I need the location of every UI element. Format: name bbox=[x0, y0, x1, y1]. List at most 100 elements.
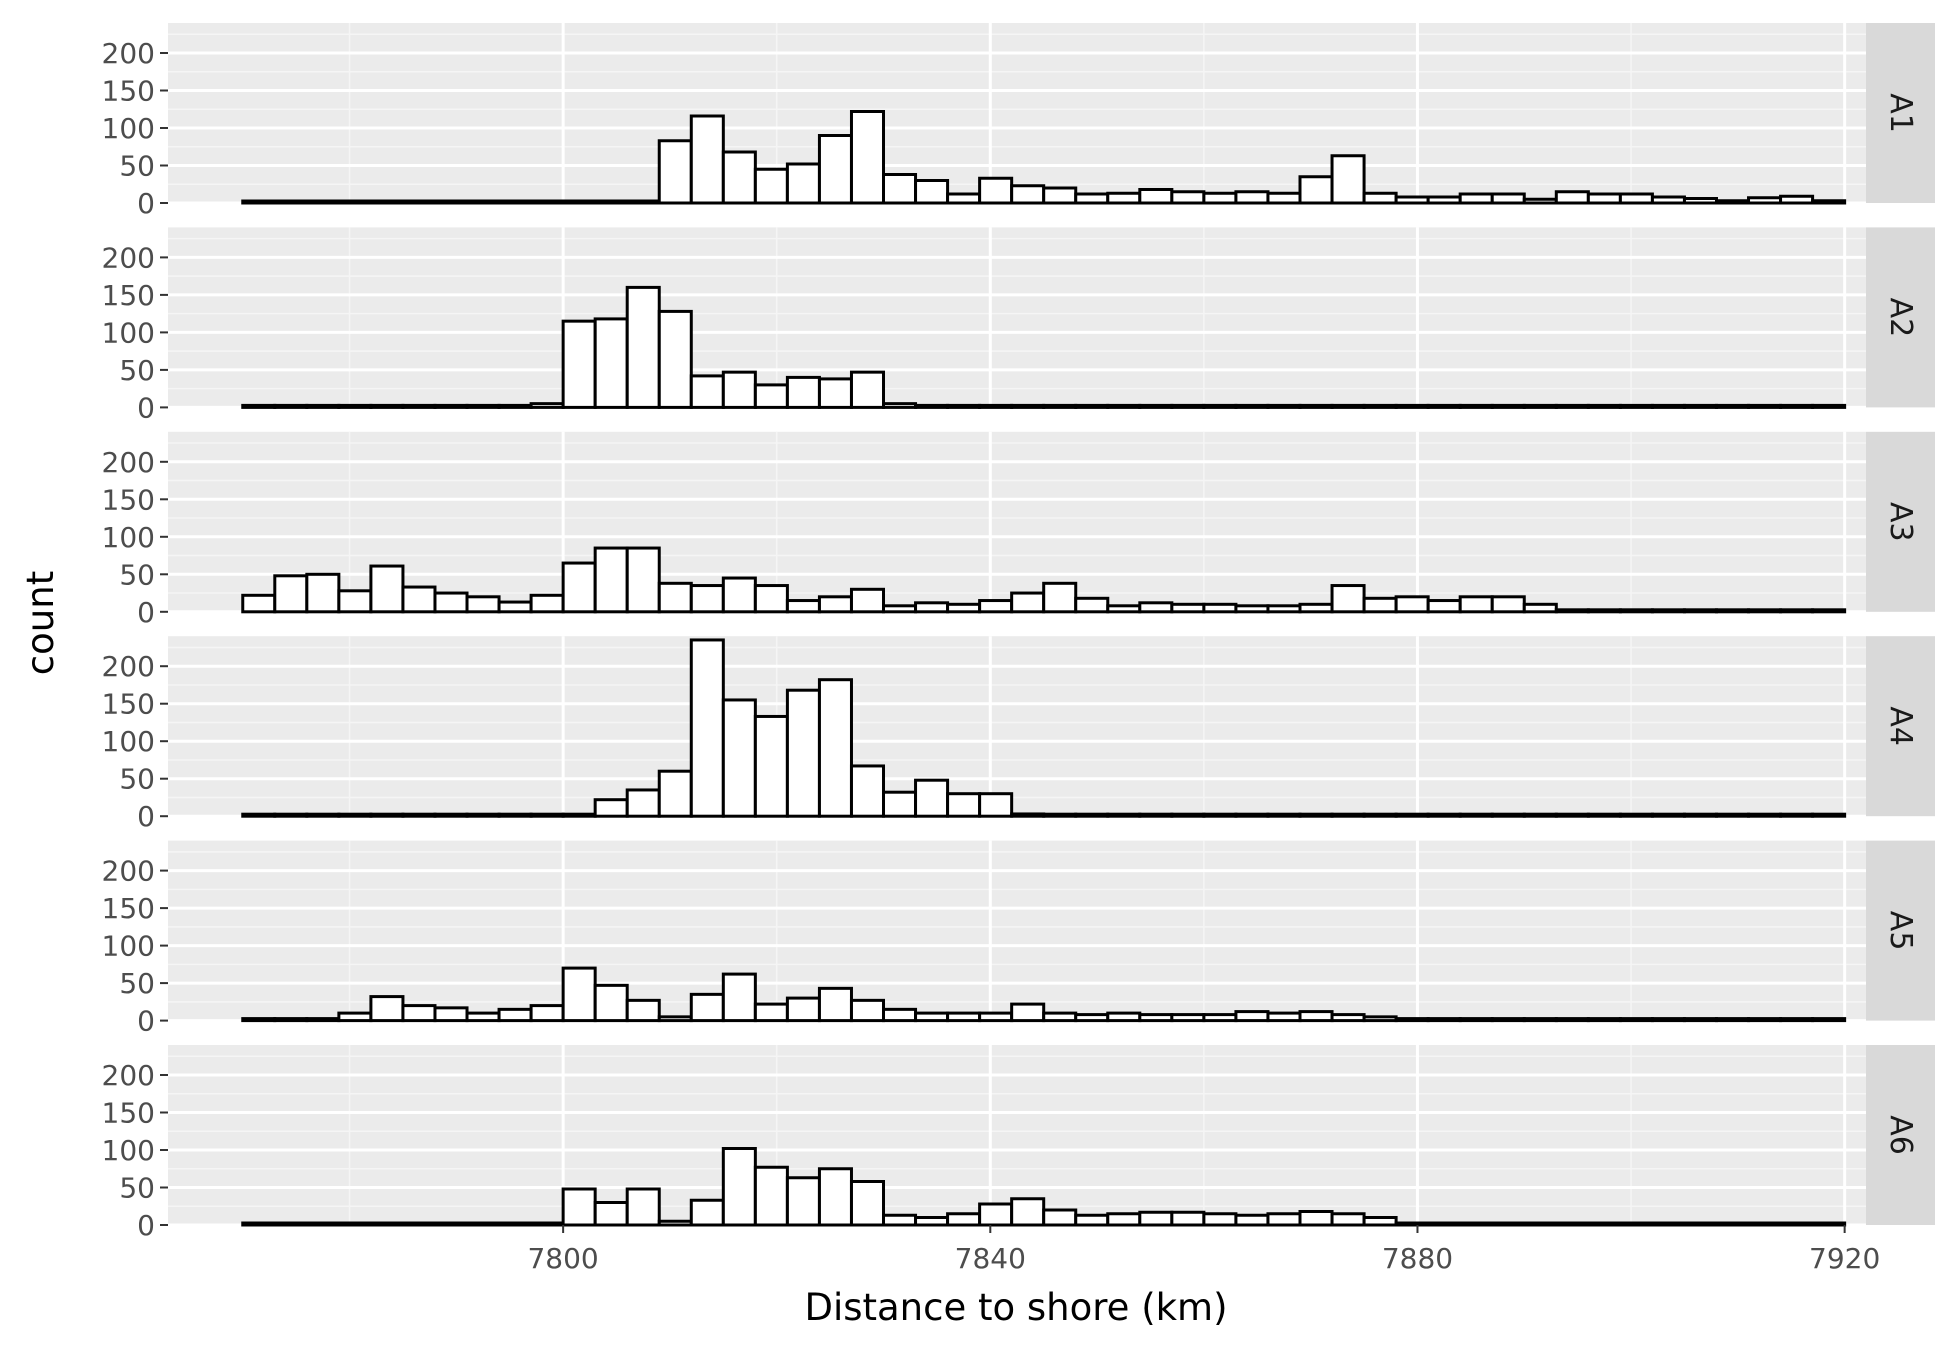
y-tick-label: 50 bbox=[119, 967, 155, 1000]
y-tick-label: 150 bbox=[102, 1097, 155, 1130]
histogram-bar bbox=[1298, 602, 1334, 614]
histogram-bar bbox=[978, 1202, 1014, 1227]
y-tick-label: 150 bbox=[102, 892, 155, 925]
histogram-bar bbox=[1394, 1221, 1430, 1227]
histogram-bar bbox=[978, 176, 1014, 205]
histogram-bar bbox=[849, 370, 886, 409]
histogram-bars bbox=[241, 285, 1847, 409]
x-tick-label: 7800 bbox=[527, 1242, 598, 1275]
histogram-bar bbox=[849, 110, 886, 205]
histogram-bar bbox=[1714, 1017, 1751, 1023]
histogram-bar bbox=[785, 688, 821, 818]
histogram-bar bbox=[241, 199, 277, 205]
y-tick-label: 100 bbox=[102, 1134, 155, 1167]
histogram-bar bbox=[817, 1167, 853, 1227]
y-tick-label: 50 bbox=[119, 763, 155, 796]
histogram-bar bbox=[1554, 190, 1590, 205]
histogram-bar bbox=[529, 1004, 565, 1023]
histogram-bar bbox=[689, 374, 725, 409]
y-tick-label: 0 bbox=[137, 596, 155, 629]
histogram-bar bbox=[241, 1221, 277, 1227]
facet-panel-A2: 0 50 100 150 200 A2 bbox=[102, 227, 1935, 424]
histogram-bar bbox=[1042, 1011, 1078, 1023]
histogram-bar bbox=[1010, 403, 1046, 409]
histogram-bar bbox=[978, 792, 1014, 818]
histogram-bar bbox=[1234, 604, 1270, 614]
histogram-bar bbox=[1618, 403, 1654, 409]
histogram-bar bbox=[1394, 595, 1430, 614]
histogram-bar bbox=[1042, 1208, 1078, 1227]
histogram-bar bbox=[1747, 403, 1783, 409]
histogram-bar bbox=[401, 403, 437, 409]
y-tick-label: 150 bbox=[102, 75, 155, 108]
y-tick-label: 50 bbox=[119, 558, 155, 591]
histogram-bar bbox=[1138, 188, 1174, 205]
histogram-bar bbox=[978, 403, 1014, 409]
histogram-bar bbox=[1426, 195, 1462, 205]
histogram-bar bbox=[1042, 403, 1078, 409]
histogram-bar bbox=[625, 199, 661, 205]
histogram-bar bbox=[1650, 403, 1686, 409]
histogram-bar bbox=[946, 792, 982, 818]
histogram-bar bbox=[401, 1221, 437, 1227]
histogram-bar bbox=[1138, 403, 1174, 409]
histogram-bar bbox=[1618, 1221, 1654, 1227]
y-tick-label: 200 bbox=[102, 241, 155, 274]
facet-strip bbox=[1866, 227, 1935, 408]
histogram-bar bbox=[785, 996, 821, 1023]
y-tick-label: 200 bbox=[102, 855, 155, 888]
y-tick-label: 200 bbox=[102, 446, 155, 479]
histogram-bar bbox=[241, 593, 277, 614]
histogram-bar bbox=[561, 966, 597, 1023]
histogram-bar bbox=[1362, 403, 1398, 409]
x-axis: 7800 7840 7880 7920 bbox=[527, 1225, 1880, 1275]
histogram-bar bbox=[1426, 599, 1462, 614]
histogram-bar bbox=[1330, 1212, 1366, 1227]
histogram-bar bbox=[946, 192, 982, 205]
histogram-bar bbox=[273, 403, 309, 409]
y-tick-label: 0 bbox=[137, 1005, 155, 1038]
histogram-bar bbox=[914, 403, 950, 409]
histogram-bar bbox=[689, 584, 725, 614]
y-tick-label: 0 bbox=[137, 187, 155, 220]
histogram-bar bbox=[1682, 1017, 1718, 1023]
histogram-bar bbox=[433, 812, 469, 818]
histogram-bar bbox=[1170, 1210, 1206, 1227]
histogram-bar bbox=[849, 998, 886, 1023]
histogram-bar bbox=[1779, 812, 1815, 818]
histogram-bar bbox=[849, 1180, 886, 1227]
histogram-bar bbox=[1202, 191, 1238, 205]
histogram-bar bbox=[1266, 1212, 1302, 1227]
histogram-bar bbox=[1747, 1017, 1783, 1023]
histogram-bar bbox=[689, 1198, 725, 1227]
y-tick-label: 200 bbox=[102, 37, 155, 70]
histogram-bar bbox=[1682, 1221, 1718, 1227]
histogram-bar bbox=[1618, 812, 1654, 818]
histogram-bar bbox=[1650, 812, 1686, 818]
histogram-bar bbox=[1234, 1010, 1270, 1023]
x-axis-title: Distance to shore (km) bbox=[804, 1286, 1227, 1329]
histogram-bar bbox=[1074, 596, 1110, 614]
histogram-bar bbox=[305, 199, 341, 205]
histogram-bar bbox=[1362, 596, 1398, 614]
histogram-bar bbox=[465, 595, 501, 614]
histogram-bar bbox=[1458, 403, 1494, 409]
histogram-bar bbox=[817, 134, 853, 205]
histogram-bar bbox=[657, 1015, 693, 1023]
histogram-bar bbox=[914, 1216, 950, 1227]
histogram-bar bbox=[433, 199, 469, 205]
histogram-bar bbox=[1747, 608, 1783, 614]
histogram-bar bbox=[946, 1011, 982, 1023]
histogram-bar bbox=[1426, 1221, 1462, 1227]
histogram-bar bbox=[1458, 192, 1494, 205]
histogram-bar bbox=[1106, 812, 1142, 818]
y-tick-label: 0 bbox=[137, 391, 155, 424]
histogram-bar bbox=[561, 199, 597, 205]
histogram-bar bbox=[689, 992, 725, 1023]
histogram-bar bbox=[1586, 1221, 1622, 1227]
histogram-bar bbox=[401, 812, 437, 818]
histogram-bar bbox=[1747, 1221, 1783, 1227]
histogram-bar bbox=[1650, 1221, 1686, 1227]
histogram-bar bbox=[753, 584, 789, 614]
y-tick-label: 150 bbox=[102, 688, 155, 721]
